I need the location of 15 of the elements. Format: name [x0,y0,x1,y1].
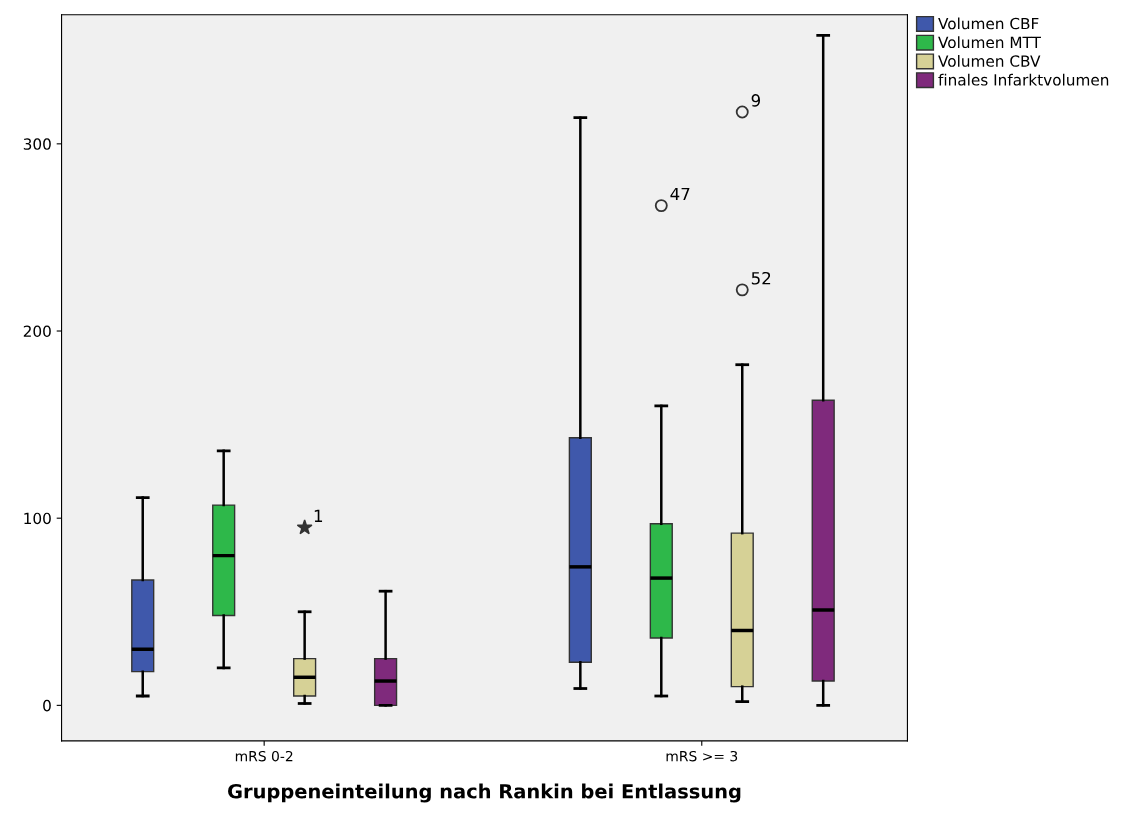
x-tick-label: mRS >= 3 [666,750,738,762]
x-axis-title: Gruppeneinteilung nach Rankin bei Entlassung [228,783,741,803]
legend-label: Volumen CBV [938,55,1041,67]
legend-label: finales Infarktvolumen [938,73,1109,86]
x-tick-label: mRS 0-2 [235,750,293,762]
y-tick-label: 300 [23,138,51,150]
y-tick-label: 100 [24,512,51,525]
annotation: 1 [314,509,323,522]
annotation: 52 [751,271,771,285]
y-tick-label: 0 [43,699,51,712]
legend-label: Volumen CBF [938,17,1039,30]
legend-label: Volumen MTT [938,36,1041,49]
annotation: 9 [751,94,761,107]
y-tick-label: 200 [23,325,51,338]
annotation: 47 [670,187,690,201]
